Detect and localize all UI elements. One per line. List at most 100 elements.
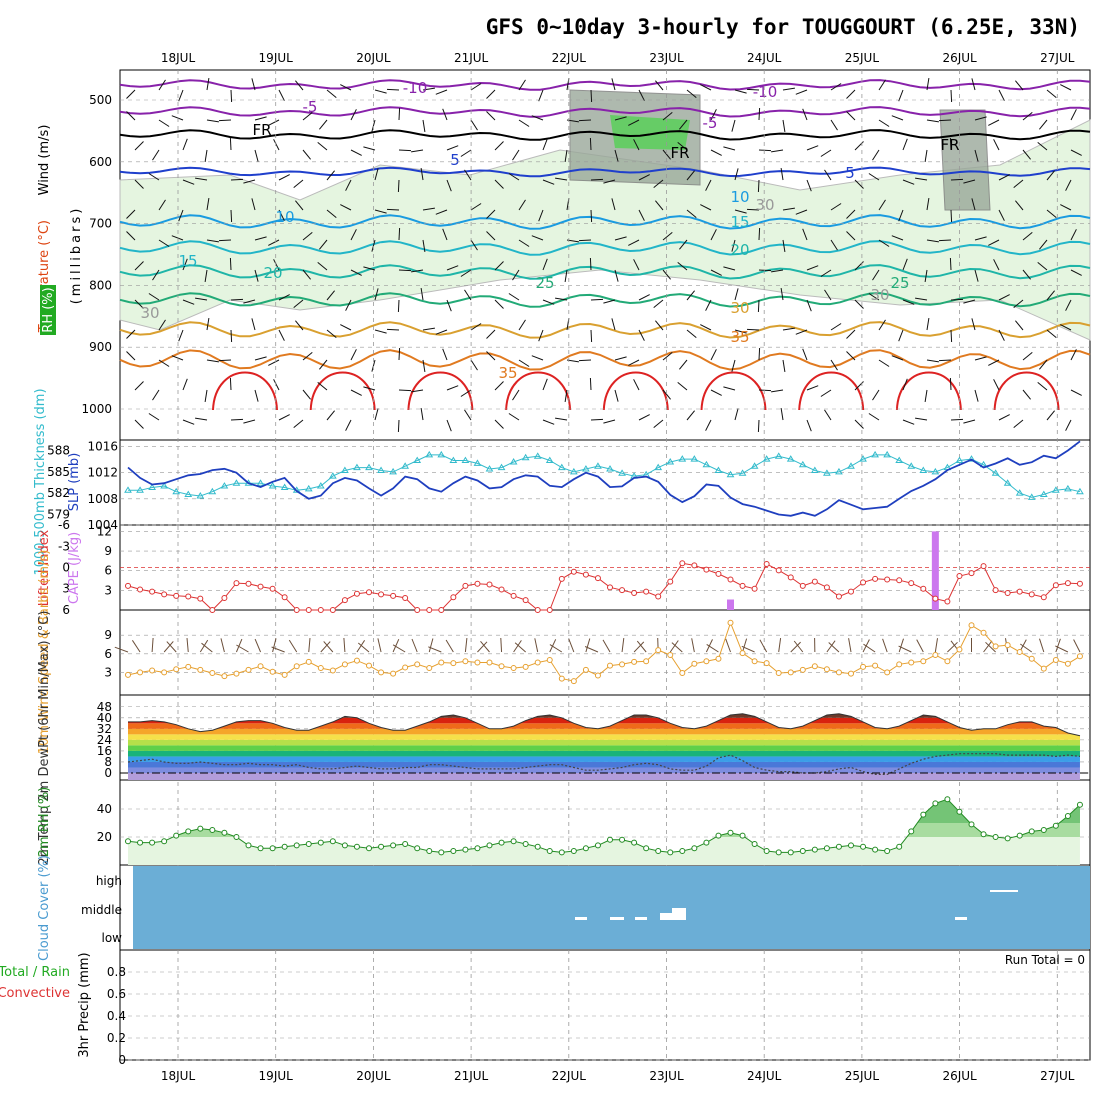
cloud-level-label: high	[96, 874, 122, 888]
rh2m-point	[522, 841, 529, 847]
wind-barb	[878, 199, 886, 211]
isotherm	[119, 264, 1091, 280]
wind-barb	[254, 236, 267, 241]
wind-speed-point	[1016, 648, 1023, 655]
wind-barb	[302, 232, 313, 241]
rh2m-point	[727, 829, 734, 836]
rh2m-point	[317, 839, 324, 846]
top-day-label: 25JUL	[845, 51, 880, 65]
rh2m-point	[450, 848, 457, 854]
wind-barb-10m	[898, 645, 912, 653]
isotherm	[119, 129, 1091, 141]
wind-barb	[653, 299, 664, 308]
wind-barb	[782, 207, 795, 211]
li-point	[149, 588, 156, 595]
wind-barb	[134, 299, 144, 309]
wind-speed-point	[763, 660, 770, 667]
wind-barb	[178, 209, 184, 222]
temp-tick: 32	[97, 722, 112, 736]
isotherm-label: 25	[890, 274, 909, 292]
wind-barb	[518, 119, 530, 127]
wind-barb	[988, 239, 1000, 246]
rh2m-point	[1040, 827, 1047, 833]
wind-barb	[589, 257, 592, 271]
cape-bar	[931, 531, 939, 610]
li-point	[811, 578, 818, 585]
wind-barb-10m	[691, 638, 695, 653]
ylabel-thickness: 1000-500mb Thickness (dm)	[33, 388, 48, 575]
wind-barb	[686, 89, 697, 98]
cloud-patch	[610, 917, 624, 920]
li-point	[534, 606, 541, 613]
wind-barb	[638, 209, 645, 221]
thickness-point	[835, 467, 843, 475]
wind-barb	[802, 108, 808, 121]
legend-total-rain: Total / Rain	[0, 965, 70, 980]
isotherm-label: FR	[940, 136, 959, 154]
wind-speed-point	[703, 658, 710, 665]
wind-barb	[950, 329, 953, 343]
isotherm-label: 35	[498, 364, 517, 382]
wind-barb	[435, 209, 448, 215]
wind-barb	[614, 149, 619, 162]
wind-barb-10m	[271, 646, 285, 653]
wind-barb	[350, 389, 362, 396]
wind-barb	[326, 329, 337, 338]
wind-barb	[350, 349, 357, 361]
wind-barb-10m	[428, 638, 434, 653]
li-point	[245, 580, 252, 587]
wind-barb-10m	[320, 641, 331, 653]
cape-tick: 6	[104, 564, 112, 578]
rh2m-point	[137, 839, 144, 846]
wind-barb	[206, 359, 219, 363]
wind-speed-point	[751, 658, 758, 665]
thickness-point	[798, 460, 807, 468]
thickness-point	[557, 463, 566, 471]
wind-barb	[1070, 149, 1082, 156]
wind-barb	[564, 269, 568, 282]
li-point	[1040, 594, 1047, 601]
wind-barb	[1015, 200, 1024, 211]
thickness-point	[485, 465, 494, 472]
li-point	[655, 593, 662, 600]
li-point	[727, 576, 734, 583]
rh2m-point	[402, 841, 409, 847]
li-tick: 0	[62, 561, 70, 575]
pressure-tick: 700	[89, 217, 112, 231]
wind-speed-point	[570, 678, 577, 685]
wind-barb-10m	[445, 639, 454, 653]
wind-speed-point	[390, 670, 397, 677]
li-point	[546, 606, 553, 613]
rh2m-point	[968, 821, 975, 828]
wind-barb	[302, 269, 311, 280]
wind-barb	[611, 198, 616, 211]
wind-barb	[386, 88, 400, 91]
thickness-point	[1051, 486, 1060, 493]
wind-barb	[974, 236, 987, 241]
isotherm-label: 15	[730, 213, 749, 231]
wind-barb	[420, 288, 424, 301]
wind-barb	[531, 355, 544, 361]
wind-barb	[898, 209, 904, 222]
thickness-point	[304, 484, 313, 492]
li-point	[775, 567, 782, 574]
wind-barb	[340, 204, 352, 211]
wind-speed-point	[522, 663, 529, 670]
ylabel-wind: Wind (m/s)	[37, 125, 52, 196]
rh-shading-max	[610, 115, 690, 150]
wind-barb	[998, 329, 1005, 341]
li-point	[329, 606, 336, 613]
wind-speed-point	[462, 658, 469, 665]
wind-barb	[902, 419, 915, 425]
wind-speed-point	[992, 643, 999, 650]
rh2m-point	[932, 800, 939, 807]
wind-barb	[182, 378, 188, 391]
thickness-point	[160, 482, 169, 489]
ylabel-millibars: (millibars)	[69, 206, 84, 305]
wind-speed-point	[968, 622, 975, 629]
wind-barb	[926, 239, 939, 243]
li-point	[173, 592, 180, 599]
wind-barb-10m	[778, 638, 782, 653]
wind-barb	[1022, 352, 1033, 361]
rh2m-point	[498, 839, 505, 846]
